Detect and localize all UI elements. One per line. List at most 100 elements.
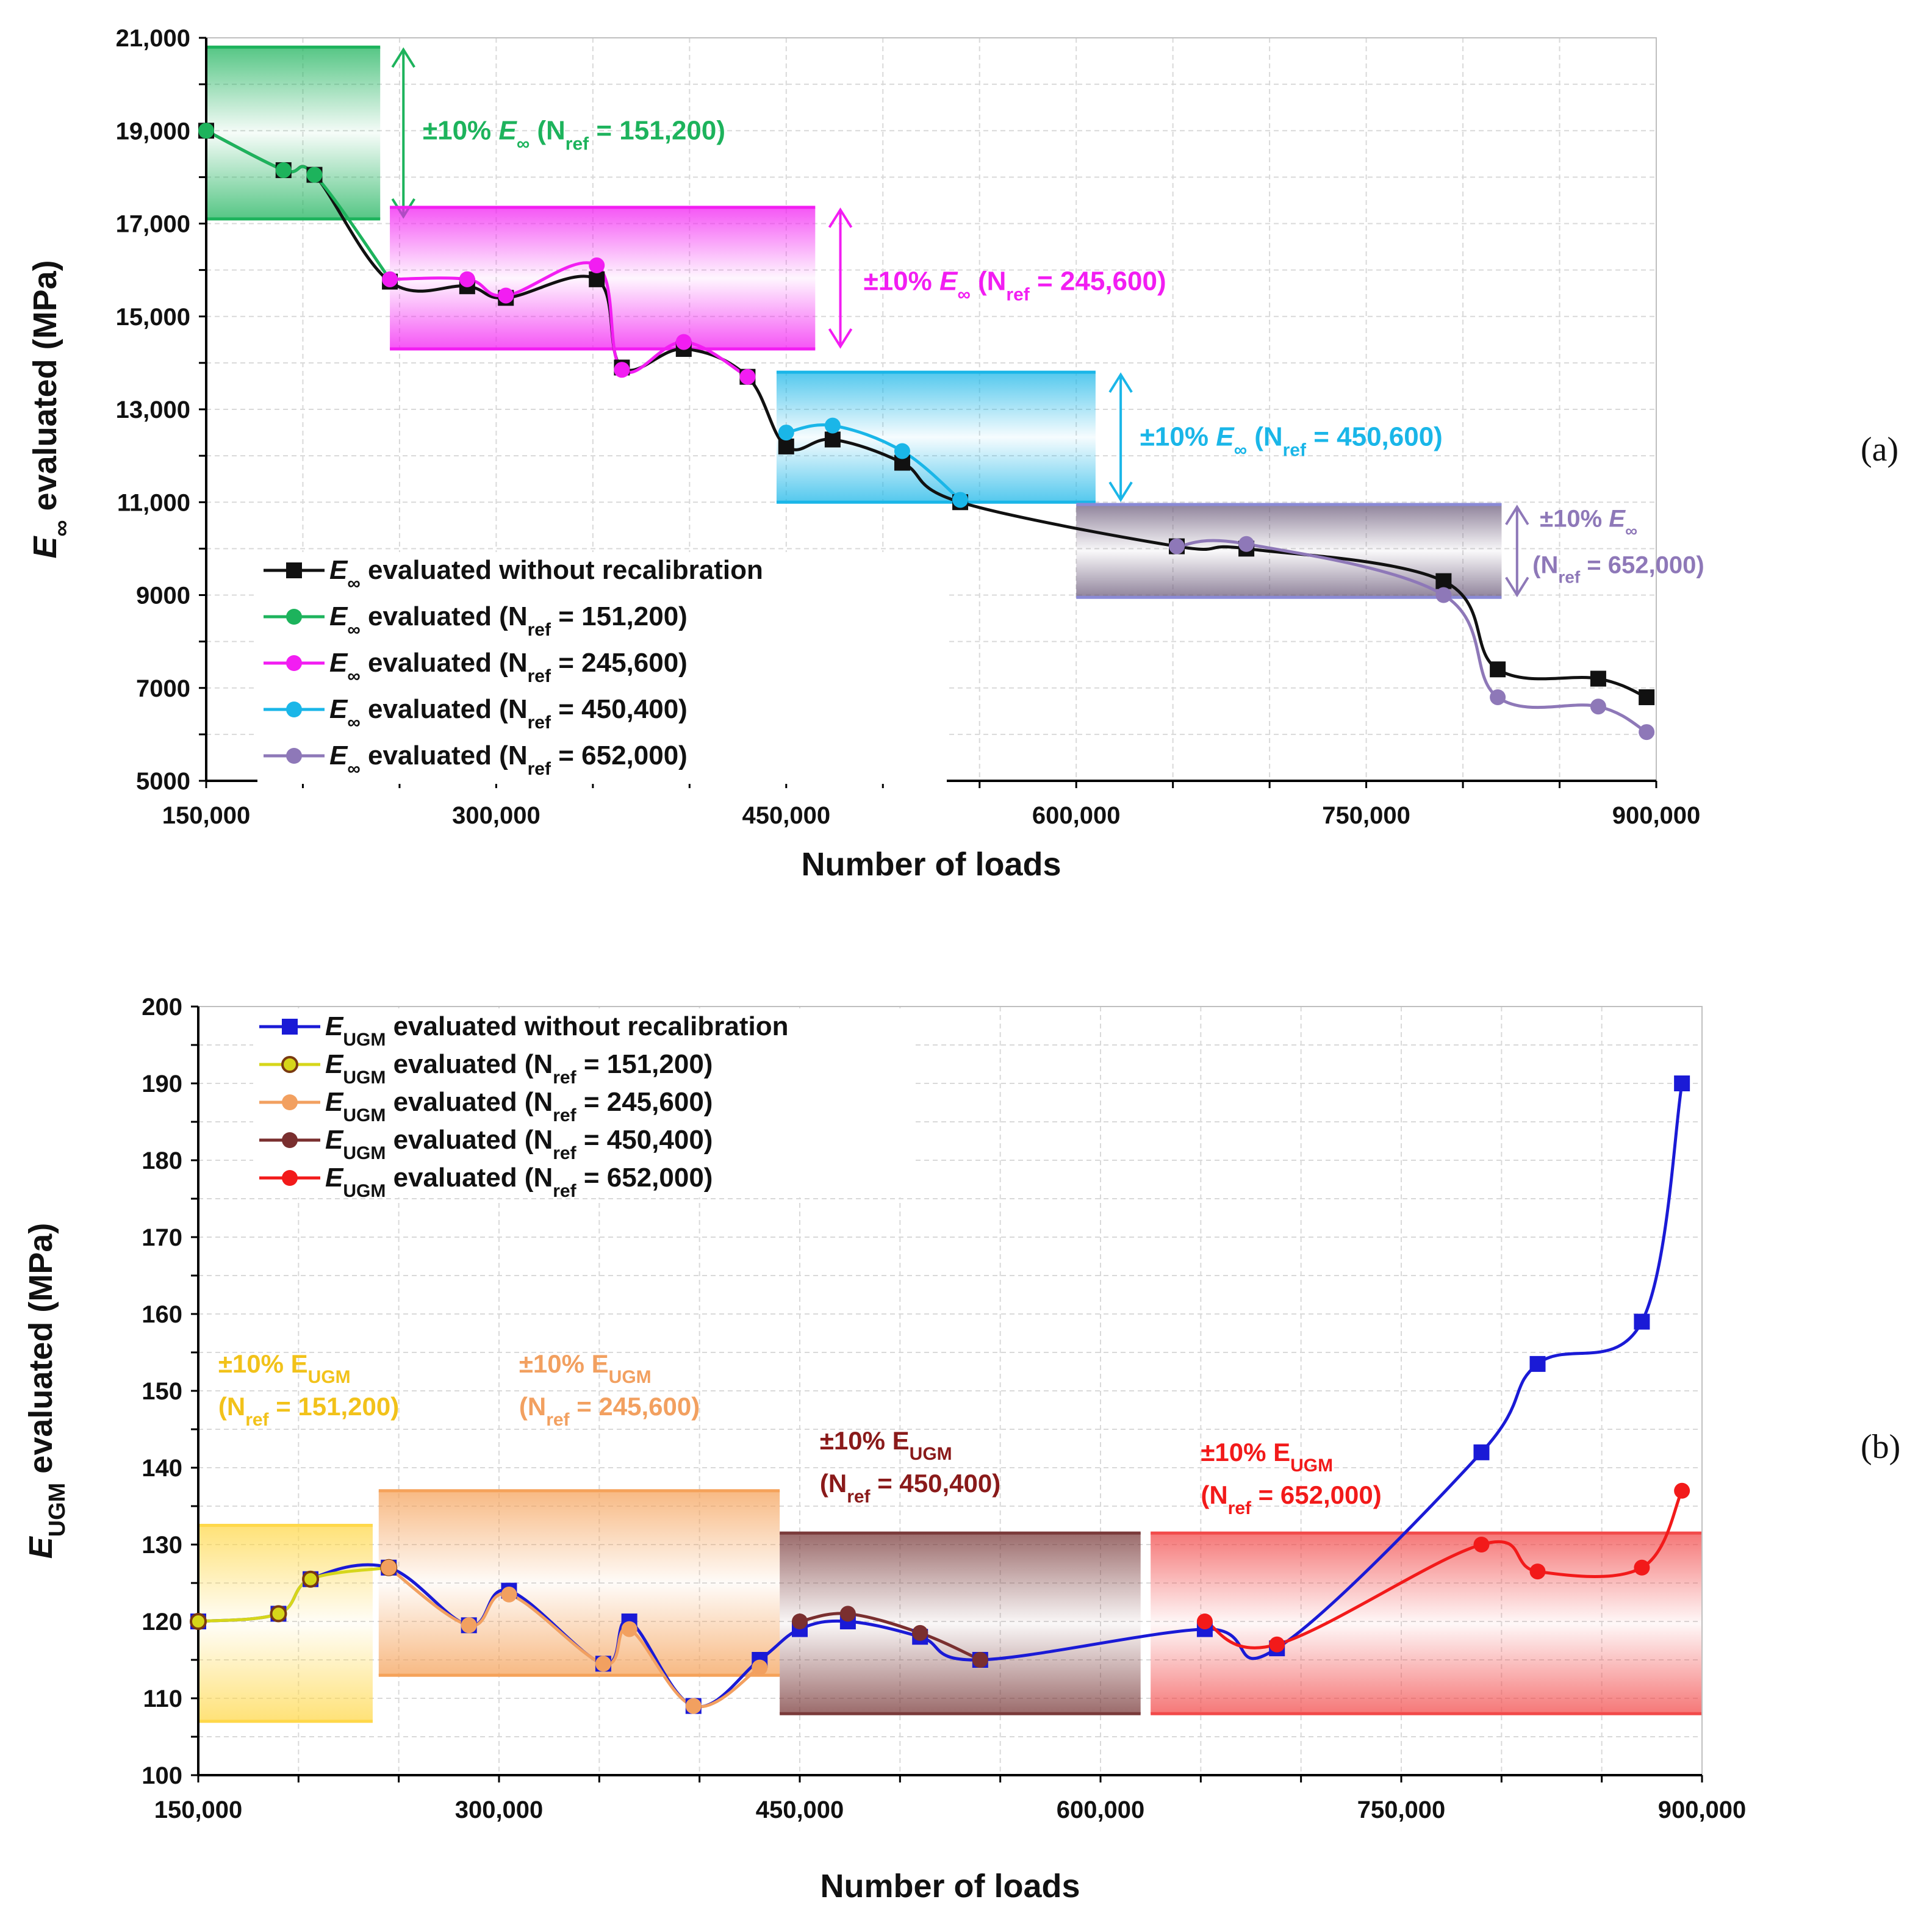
x-tick-label: 900,000 — [1658, 1797, 1747, 1823]
data-point — [270, 1605, 287, 1623]
arrow-head — [828, 207, 853, 228]
arrow-head — [1505, 504, 1529, 525]
data-point — [1590, 670, 1606, 687]
x-tick-label: 450,000 — [756, 1797, 844, 1823]
tolerance-band — [1151, 1533, 1702, 1714]
tolerance-bands — [198, 1489, 1702, 1723]
band-labels: ±10% EUGM (Nref = 151,200) ±10% EUGM (Nref … — [218, 1349, 1382, 1518]
tolerance-band — [780, 1533, 1141, 1714]
legend-marker — [281, 1056, 298, 1073]
band-label: ±10% E∞ (Nref = 245,600) — [864, 267, 1166, 305]
data-point — [675, 334, 692, 350]
y-tick-label: 160 — [142, 1301, 182, 1328]
data-point — [621, 1621, 637, 1637]
y-tick-label: 100 — [142, 1762, 182, 1789]
axes: 150,000 300,000 450,000 600,000 750,000 900,0… — [23, 994, 1746, 1904]
data-point — [595, 1656, 611, 1672]
data-point — [752, 1659, 768, 1676]
legend-label: E∞ evaluated (Nref = 245,600) — [329, 648, 688, 686]
panel-label-a: (a) — [1861, 431, 1899, 468]
tolerance-band — [198, 1525, 373, 1721]
legend-marker — [286, 609, 302, 625]
y-tick-label: 17,000 — [116, 211, 190, 238]
legend-bg — [257, 691, 947, 738]
legend-marker — [282, 1132, 298, 1148]
legend-marker — [286, 748, 302, 764]
data-point — [824, 417, 841, 434]
band-label-line1: ±10% EUGM — [218, 1349, 351, 1387]
y-tick-label: 7000 — [136, 675, 190, 702]
data-point — [302, 1570, 320, 1588]
data-point — [614, 362, 630, 378]
x-tick-label: 750,000 — [1357, 1797, 1446, 1823]
legend-marker — [286, 562, 302, 578]
legend-bg — [257, 598, 947, 645]
legend: EUGM evaluated without recalibration EUGM… — [253, 1008, 912, 1201]
data-point — [1238, 536, 1255, 552]
band-label-line2: (Nref = 450,400) — [820, 1469, 1000, 1507]
y-tick-label: 180 — [142, 1147, 182, 1174]
data-point — [1269, 1636, 1285, 1653]
data-point — [1674, 1482, 1690, 1499]
legend-bg — [257, 645, 947, 691]
x-axis-title: Number of loads — [820, 1868, 1080, 1904]
legend-bg — [257, 552, 947, 598]
band-label-line1: ±10% EUGM — [519, 1349, 652, 1387]
y-tick-label: 15,000 — [116, 304, 190, 331]
band-labels: ±10% E∞ (Nref = 151,200) ±10% E∞ (Nref = … — [423, 115, 1704, 586]
series-line — [198, 1083, 1684, 1709]
data-point — [190, 1613, 207, 1630]
y-tick-label: 13,000 — [116, 397, 190, 423]
data-point — [1634, 1559, 1650, 1576]
data-point — [1169, 538, 1185, 555]
data-point — [589, 257, 605, 274]
data-point — [1490, 661, 1506, 678]
series-group — [190, 1075, 1690, 1714]
data-point — [1639, 689, 1655, 705]
data-point — [1674, 1075, 1690, 1091]
x-tick-label: 450,000 — [742, 802, 831, 829]
data-point — [912, 1624, 928, 1641]
data-point — [1473, 1537, 1490, 1552]
legend-label: EUGM evaluated (Nref = 652,000) — [325, 1163, 713, 1201]
data-point — [739, 368, 756, 385]
legend-bg — [253, 1008, 912, 1046]
x-tick-label: 150,000 — [162, 802, 251, 829]
arrow-head — [1108, 372, 1133, 393]
data-point — [198, 123, 214, 139]
data-point — [972, 1652, 988, 1668]
x-tick-label: 750,000 — [1322, 802, 1410, 829]
y-tick-label: 5000 — [136, 768, 190, 795]
tolerance-band — [206, 47, 381, 219]
data-point — [498, 287, 514, 304]
data-point — [685, 1698, 702, 1714]
panel-label-b: (b) — [1861, 1428, 1901, 1466]
legend-bg — [253, 1160, 912, 1197]
legend-marker — [286, 655, 302, 671]
x-tick-label: 600,000 — [1032, 802, 1121, 829]
arrow-head — [1505, 576, 1529, 598]
data-point — [501, 1586, 517, 1603]
band-label-line1: ±10% EUGM — [1201, 1438, 1333, 1476]
data-point — [1196, 1614, 1213, 1629]
legend-label: E∞ evaluated (Nref = 450,400) — [329, 694, 688, 733]
y-tick-label: 150 — [142, 1378, 182, 1405]
band-label: ±10% E∞ (Nref = 450,600) — [1140, 422, 1443, 461]
y-tick-label: 140 — [142, 1455, 182, 1482]
legend-marker — [286, 702, 302, 717]
y-tick-label: 200 — [142, 994, 182, 1021]
data-point — [461, 1617, 477, 1634]
y-tick-label: 19,000 — [116, 118, 190, 145]
series-line — [786, 423, 961, 501]
data-point — [275, 162, 292, 178]
x-tick-label: 600,000 — [1057, 1797, 1145, 1823]
arrow-head — [391, 47, 415, 68]
legend-label: EUGM evaluated without recalibration — [325, 1011, 789, 1050]
band-label-line2: (Nref = 652,000) — [1532, 551, 1704, 586]
series-line — [799, 1612, 981, 1662]
x-tick-label: 300,000 — [455, 1797, 544, 1823]
data-point — [792, 1614, 808, 1629]
arrow-head — [1108, 481, 1133, 503]
x-axis-title: Number of loads — [801, 846, 1061, 883]
